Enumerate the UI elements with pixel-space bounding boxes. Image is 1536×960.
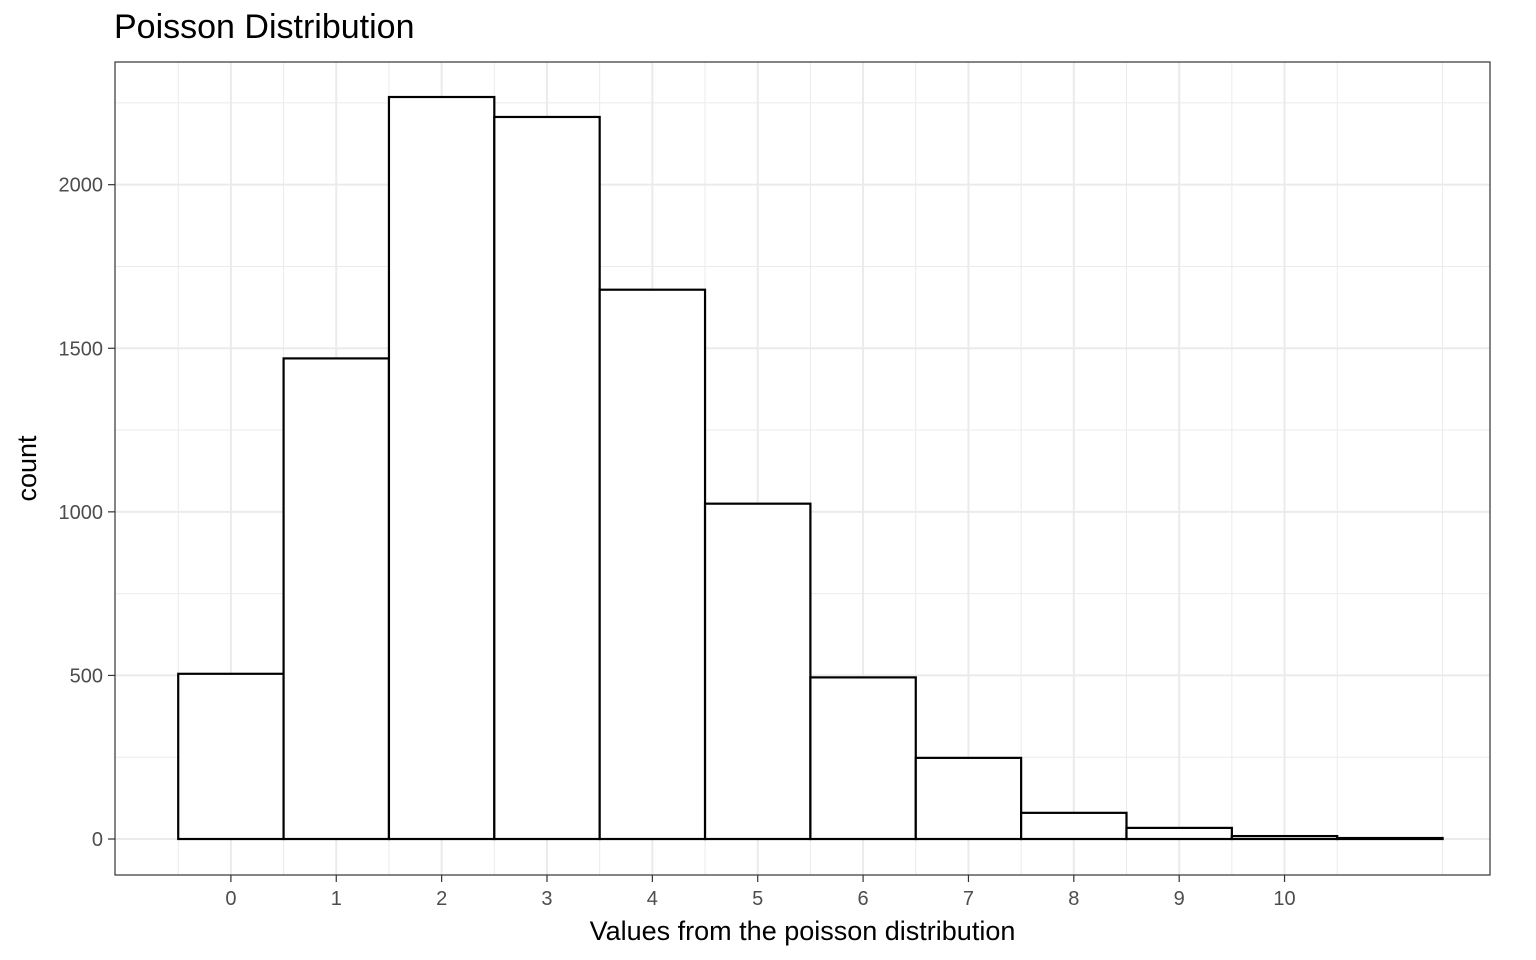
x-axis: 0 1 2 3 4 5 6 7 8 9 10 [225,875,1296,910]
x-tick-label: 0 [225,888,236,910]
x-tick-label: 3 [541,888,552,910]
histogram-bars [177,95,1444,841]
y-tick-label: 0 [92,829,103,851]
histogram-bar [1336,836,1444,841]
histogram-bar [703,502,812,841]
y-tick-label: 1500 [59,338,104,360]
x-tick-label: 6 [858,888,869,910]
x-tick-label: 7 [963,888,974,910]
histogram-bar [809,676,917,841]
x-tick-label: 5 [752,888,763,910]
histogram-bar [177,672,285,841]
histogram-bar [1020,811,1128,841]
histogram-bar [914,756,1023,841]
y-tick-label: 1000 [59,502,104,524]
x-tick-label: 8 [1068,888,1079,910]
y-axis: 0 500 1000 1500 2000 [59,175,115,851]
x-axis-title: Values from the poisson distribution [590,916,1016,946]
y-tick-label: 2000 [59,175,104,197]
y-tick-label: 500 [70,665,103,687]
histogram-bar [387,95,496,841]
x-tick-label: 1 [331,888,342,910]
histogram-bar [1230,834,1339,841]
x-tick-label: 2 [436,888,447,910]
histogram-bar [493,115,601,841]
histogram-bar [282,357,391,841]
x-tick-label: 4 [647,888,658,910]
chart-title: Poisson Distribution [114,8,415,46]
y-axis-title: count [12,435,42,502]
panel-border [114,61,1491,876]
x-tick-label: 9 [1174,888,1185,910]
histogram-bar [598,288,707,841]
x-tick-label: 10 [1273,888,1295,910]
histogram-bar [1125,826,1233,841]
